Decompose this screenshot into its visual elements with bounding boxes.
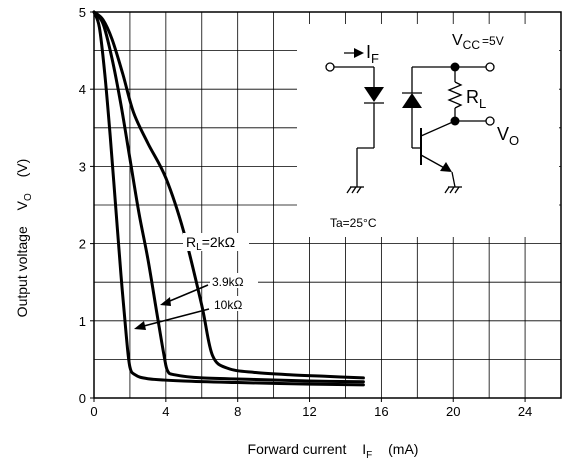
y-tick-label: 0 — [79, 391, 86, 406]
vcc-sub: CC — [463, 38, 481, 52]
label-10k: 10kΩ — [214, 298, 242, 312]
y-tick-label: 1 — [79, 314, 86, 329]
y-axis-symbol-sub: O — [23, 193, 34, 201]
x-axis-title: Forward current IF (mA) — [248, 441, 419, 461]
vcc-terminal — [486, 63, 494, 71]
x-tick-label: 12 — [302, 404, 316, 419]
y-axis-label: Output voltage — [14, 226, 30, 317]
input-terminal — [326, 63, 334, 71]
y-axis-ticks: 0 1 2 3 4 5 — [79, 5, 94, 406]
y-tick-label: 5 — [79, 5, 86, 20]
y-tick-label: 3 — [79, 159, 86, 174]
rl-2k-value: =2kΩ — [202, 234, 235, 250]
x-tick-label: 20 — [446, 404, 460, 419]
x-tick-label: 0 — [90, 404, 97, 419]
label-3-9k: 3.9kΩ — [212, 275, 244, 289]
arrow-10k-head — [134, 321, 146, 330]
vcc-node-icon — [451, 63, 460, 72]
circuit-inset-background — [297, 24, 559, 237]
vo-terminal — [486, 117, 494, 125]
y-axis-unit: (V) — [14, 159, 30, 178]
y-tick-label: 4 — [79, 82, 86, 97]
vo-sub: O — [509, 133, 519, 148]
x-tick-label: 4 — [162, 404, 169, 419]
arrow-10k-line — [140, 309, 209, 327]
vo-symbol: V — [497, 124, 509, 144]
rl-circuit-symbol: R — [466, 87, 479, 107]
rl-circuit-sub: L — [479, 96, 486, 111]
vcc-symbol: V — [452, 32, 463, 49]
x-axis-label: Forward current — [248, 441, 347, 457]
x-tick-label: 8 — [234, 404, 241, 419]
x-axis-ticks: 0 4 8 12 16 20 24 — [90, 398, 532, 419]
x-axis-symbol-sub: F — [366, 450, 372, 461]
y-axis-title: Output voltage VO (V) — [14, 159, 34, 318]
if-sub: F — [371, 51, 379, 66]
ta-label: Ta=25°C — [330, 216, 377, 230]
vcc-value: =5V — [482, 34, 504, 48]
rl-2k-prefix: R — [186, 234, 196, 250]
x-tick-label: 16 — [374, 404, 388, 419]
vo-node-icon — [451, 117, 460, 126]
y-tick-label: 2 — [79, 237, 86, 252]
x-axis-unit: (mA) — [388, 441, 418, 457]
x-tick-label: 24 — [518, 404, 532, 419]
